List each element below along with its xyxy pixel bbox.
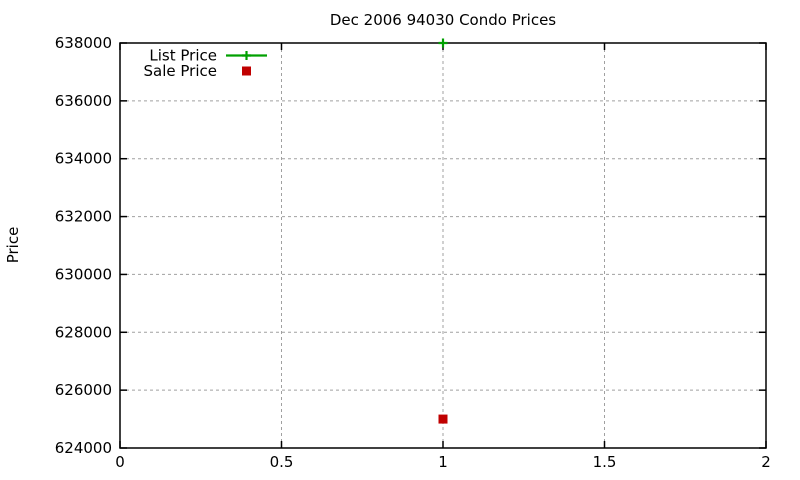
y-tick-label: 638000 — [55, 34, 112, 52]
legend-sample-marker-list-price — [242, 51, 251, 60]
y-tick-label: 636000 — [55, 92, 112, 110]
y-tick-label: 628000 — [55, 323, 112, 341]
y-tick-label: 632000 — [55, 208, 112, 226]
y-tick-label: 630000 — [55, 265, 112, 283]
x-tick-label: 1.5 — [593, 453, 617, 471]
chart-title: Dec 2006 94030 Condo Prices — [329, 11, 557, 29]
y-tick-label: 634000 — [55, 150, 112, 168]
y-tick-label: 624000 — [55, 439, 112, 457]
y-tick-label: 626000 — [55, 381, 112, 399]
data-point-sale-price — [438, 414, 448, 424]
x-tick-label: 2 — [761, 453, 771, 471]
legend-sample-marker-sale-price — [242, 66, 251, 76]
x-tick-label: 0.5 — [270, 453, 294, 471]
data-point-list-price — [438, 38, 448, 48]
legend-label-sale-price: Sale Price — [144, 62, 217, 80]
x-tick-label: 0 — [115, 453, 125, 471]
x-tick-label: 1 — [438, 453, 448, 471]
legend-label-list-price: List Price — [149, 47, 217, 65]
